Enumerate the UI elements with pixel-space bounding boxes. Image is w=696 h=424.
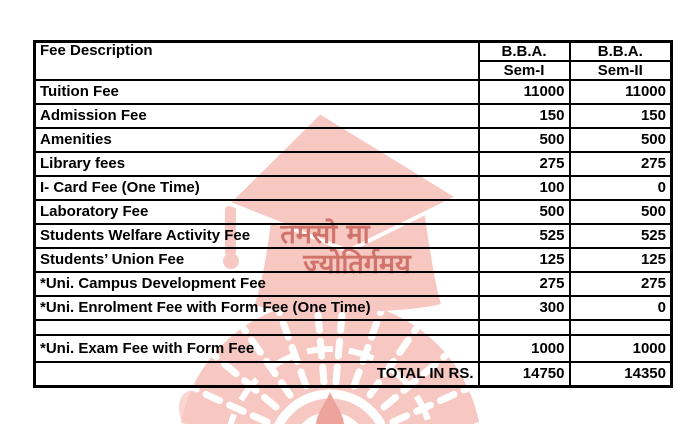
sem1-value [477, 319, 571, 336]
table-row: Students Welfare Activity Fee 525 525 [33, 223, 673, 249]
sem2-value: 275 [568, 151, 673, 177]
fee-label: Students’ Union Fee [33, 247, 480, 273]
fee-table: Fee Description B.B.A. B.B.A. Sem-I Sem-… [33, 40, 673, 388]
sem1-value: 500 [477, 127, 571, 153]
sem1-value: 275 [477, 151, 571, 177]
sem1-value: 11000 [477, 79, 571, 105]
header-fee-description: Fee Description [33, 40, 480, 81]
table-row: *Uni. Campus Development Fee 275 275 [33, 271, 673, 297]
header-row-college: Fee Description B.B.A. B.B.A. [33, 40, 673, 81]
sem1-value: 525 [477, 223, 571, 249]
sem1-value: 125 [477, 247, 571, 273]
fee-label: I- Card Fee (One Time) [33, 175, 480, 201]
total-sem2-value: 14350 [568, 361, 673, 388]
sem2-value: 11000 [568, 79, 673, 105]
fee-label [33, 319, 480, 336]
sem2-value: 1000 [568, 334, 673, 363]
fee-label: *Uni. Exam Fee with Form Fee [33, 334, 480, 363]
total-label: TOTAL IN RS. [33, 361, 480, 388]
petal-shape [178, 390, 214, 424]
sem2-value [568, 319, 673, 336]
header-sem2-college: B.B.A. [568, 40, 673, 62]
header-sem1-college: B.B.A. [477, 40, 571, 62]
fee-label: Amenities [33, 127, 480, 153]
table-row: Admission Fee 150 150 [33, 103, 673, 129]
total-sem1-value: 14750 [477, 361, 571, 388]
sem1-value: 1000 [477, 334, 571, 363]
sem2-value: 0 [568, 295, 673, 321]
fee-label: *Uni. Campus Development Fee [33, 271, 480, 297]
table-row: Amenities 500 500 [33, 127, 673, 153]
fee-label: *Uni. Enrolment Fee with Form Fee (One T… [33, 295, 480, 321]
flame-icon [316, 392, 344, 424]
table-row: *Uni. Enrolment Fee with Form Fee (One T… [33, 295, 673, 321]
sem1-value: 500 [477, 199, 571, 225]
fee-label: Admission Fee [33, 103, 480, 129]
table-row: Laboratory Fee 500 500 [33, 199, 673, 225]
table-row-total: TOTAL IN RS. 14750 14350 [33, 361, 673, 388]
sem2-value: 0 [568, 175, 673, 201]
sem2-value: 525 [568, 223, 673, 249]
sem1-value: 150 [477, 103, 571, 129]
fee-label: Library fees [33, 151, 480, 177]
header-sem2-label: Sem-II [568, 60, 673, 81]
sem2-value: 125 [568, 247, 673, 273]
sem2-value: 150 [568, 103, 673, 129]
sem2-value: 500 [568, 127, 673, 153]
sem2-value: 500 [568, 199, 673, 225]
fee-label: Students Welfare Activity Fee [33, 223, 480, 249]
table-row: I- Card Fee (One Time) 100 0 [33, 175, 673, 201]
sem2-value: 275 [568, 271, 673, 297]
table-row: Tuition Fee 11000 11000 [33, 79, 673, 105]
fee-label: Laboratory Fee [33, 199, 480, 225]
table-row: Students’ Union Fee 125 125 [33, 247, 673, 273]
table-row-empty [33, 319, 673, 336]
table-row: Library fees 275 275 [33, 151, 673, 177]
header-row-semester: Sem-I Sem-II [35, 60, 673, 81]
sem1-value: 300 [477, 295, 571, 321]
header-sem1-label: Sem-I [477, 60, 571, 81]
fee-label: Tuition Fee [33, 79, 480, 105]
sem1-value: 275 [477, 271, 571, 297]
sem1-value: 100 [477, 175, 571, 201]
table-row: *Uni. Exam Fee with Form Fee 1000 1000 [33, 334, 673, 363]
